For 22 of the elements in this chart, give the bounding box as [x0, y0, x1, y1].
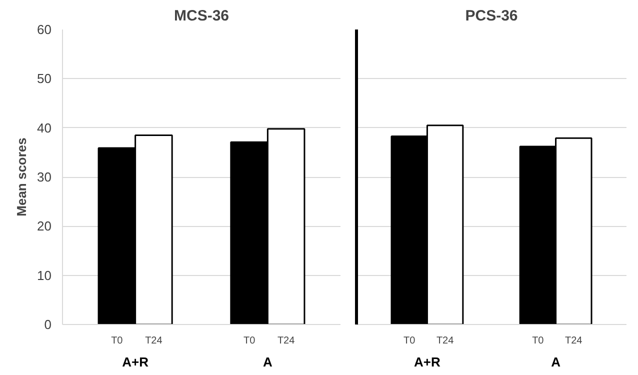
text: T0: [532, 336, 544, 346]
y-tick-label: 10: [37, 268, 52, 283]
chart-title: PCS-36: [465, 8, 518, 24]
y-tick-label: 60: [37, 22, 52, 37]
y-tick-label: 50: [37, 71, 52, 86]
series-label: T0: [111, 336, 124, 346]
x-tick-label: A: [262, 354, 273, 370]
y-tick-label: 0: [44, 317, 52, 332]
text: T24: [565, 336, 582, 346]
y-axis-title: Mean scores: [14, 138, 30, 216]
y-tick-label: 40: [37, 120, 52, 136]
series-label: T24: [436, 336, 454, 346]
chart-title: MCS-36: [174, 8, 230, 24]
text: T24: [277, 336, 295, 346]
series-label: T24: [145, 336, 163, 346]
y-tick-label: 30: [37, 170, 52, 184]
x-tick-label: A: [551, 354, 562, 370]
x-tick-label: A+R: [414, 354, 442, 370]
y-tick-label: 20: [37, 218, 52, 234]
series-label: T0: [404, 336, 416, 346]
x-tick-label: A+R: [122, 354, 150, 370]
text: T0: [243, 336, 256, 346]
